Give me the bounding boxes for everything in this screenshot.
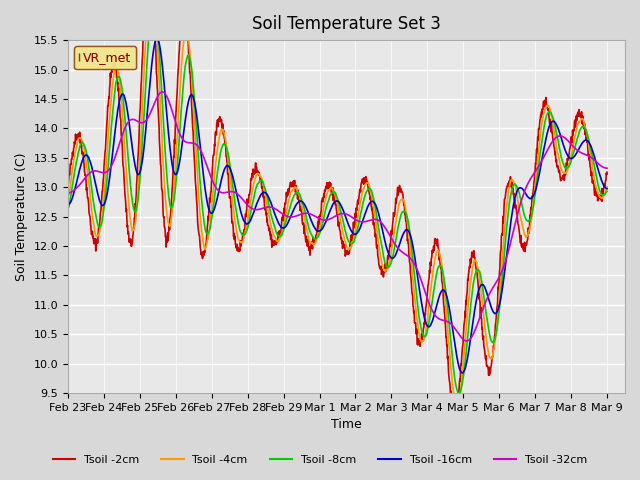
Tsoil -8cm: [456, 391, 463, 397]
Tsoil -4cm: [64, 193, 72, 199]
Tsoil -4cm: [603, 184, 611, 190]
Tsoil -8cm: [492, 331, 500, 336]
Tsoil -16cm: [492, 310, 500, 316]
Tsoil -32cm: [603, 165, 611, 171]
Tsoil -8cm: [422, 333, 429, 339]
Tsoil -2cm: [172, 128, 179, 134]
Tsoil -16cm: [64, 202, 72, 207]
Tsoil -2cm: [244, 199, 252, 205]
Tsoil -2cm: [603, 169, 611, 175]
Tsoil -16cm: [244, 220, 252, 226]
Tsoil -16cm: [540, 147, 548, 153]
Tsoil -2cm: [451, 413, 458, 419]
Tsoil -8cm: [603, 188, 611, 194]
Legend: VR_met: VR_met: [74, 47, 136, 70]
Tsoil -32cm: [422, 290, 429, 296]
Line: Tsoil -32cm: Tsoil -32cm: [68, 92, 607, 341]
Tsoil -4cm: [184, 34, 192, 40]
Tsoil -16cm: [184, 99, 192, 105]
Line: Tsoil -2cm: Tsoil -2cm: [68, 0, 607, 416]
Tsoil -16cm: [603, 186, 611, 192]
X-axis label: Time: Time: [331, 419, 362, 432]
Tsoil -4cm: [540, 110, 548, 116]
Tsoil -4cm: [492, 330, 500, 336]
Tsoil -32cm: [159, 89, 166, 95]
Legend: Tsoil -2cm, Tsoil -4cm, Tsoil -8cm, Tsoil -16cm, Tsoil -32cm: Tsoil -2cm, Tsoil -4cm, Tsoil -8cm, Tsoi…: [48, 451, 592, 469]
Tsoil -2cm: [540, 98, 548, 104]
Y-axis label: Soil Temperature (C): Soil Temperature (C): [15, 152, 28, 281]
Tsoil -4cm: [244, 211, 252, 216]
Tsoil -16cm: [172, 171, 179, 177]
Tsoil -16cm: [153, 36, 161, 41]
Tsoil -32cm: [64, 190, 72, 196]
Tsoil -8cm: [184, 52, 192, 58]
Tsoil -2cm: [422, 312, 429, 317]
Tsoil -2cm: [492, 315, 500, 321]
Tsoil -8cm: [150, 0, 157, 6]
Tsoil -8cm: [64, 204, 72, 210]
Tsoil -32cm: [172, 118, 179, 124]
Line: Tsoil -16cm: Tsoil -16cm: [68, 38, 607, 373]
Tsoil -4cm: [453, 401, 461, 407]
Tsoil -32cm: [463, 338, 470, 344]
Tsoil -4cm: [422, 332, 429, 337]
Title: Soil Temperature Set 3: Soil Temperature Set 3: [252, 15, 441, 33]
Tsoil -32cm: [540, 154, 548, 160]
Tsoil -32cm: [184, 140, 192, 145]
Tsoil -16cm: [459, 370, 467, 376]
Line: Tsoil -4cm: Tsoil -4cm: [68, 0, 607, 404]
Tsoil -8cm: [540, 126, 548, 132]
Tsoil -2cm: [64, 181, 72, 187]
Tsoil -2cm: [184, 40, 192, 46]
Tsoil -32cm: [492, 280, 500, 286]
Line: Tsoil -8cm: Tsoil -8cm: [68, 3, 607, 394]
Tsoil -8cm: [172, 188, 179, 193]
Tsoil -32cm: [244, 203, 252, 209]
Tsoil -4cm: [172, 169, 179, 175]
Tsoil -8cm: [244, 221, 252, 227]
Tsoil -16cm: [422, 319, 429, 324]
